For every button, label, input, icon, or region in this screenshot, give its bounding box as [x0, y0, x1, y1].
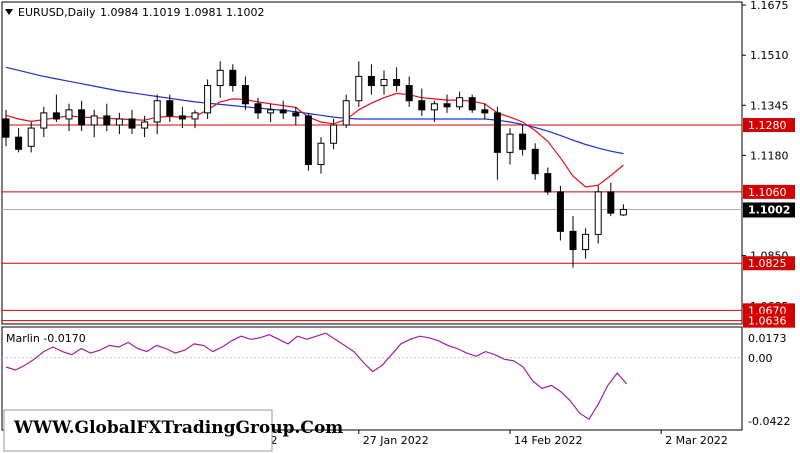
level-label-box [743, 313, 795, 328]
candle-bull [594, 191, 602, 235]
level-label-box [743, 256, 795, 271]
ohlc-label: 1.0984 1.1019 1.0981 1.1002 [100, 6, 264, 19]
candle-bear [254, 103, 262, 114]
candle-bear [531, 148, 539, 175]
candle-bull [40, 112, 48, 129]
candle-bull [115, 118, 123, 126]
candle-bear [544, 173, 552, 193]
candle-bull [90, 115, 98, 126]
current-price-label: 1.1002 [743, 202, 795, 218]
candle-bear [481, 109, 489, 114]
candle-bear [468, 97, 476, 111]
fast-moving-average [5, 92, 624, 188]
indicator-axis: 0.0173 0.00 -0.0422 [748, 332, 790, 428]
candle-bull [619, 208, 627, 216]
candle-bear [304, 115, 312, 166]
candle-bull [267, 109, 275, 114]
candle-bear [519, 133, 527, 150]
candle-bull [65, 109, 73, 120]
candle-bear [128, 118, 136, 129]
indicator-pane[interactable]: Marlin -0.0170 [1, 326, 743, 431]
candle-bull [204, 85, 212, 114]
indicator-tick-top: 0.0173 [748, 332, 787, 345]
candle-bull [456, 97, 464, 108]
watermark: WWW.GlobalFXTradingGroup.Com [3, 409, 343, 452]
candle-bull [27, 127, 35, 147]
candle-bear [241, 85, 249, 105]
time-tick-label: 27 Jan 2022 [363, 434, 429, 447]
candle-bear [443, 103, 451, 108]
candle-bull [342, 100, 350, 126]
price-tick-label: 1.1345 [750, 99, 789, 112]
candle-bull [330, 124, 338, 144]
price-tick-label: 1.1675 [750, 0, 789, 12]
candle-bear [405, 85, 413, 102]
time-tick-label: 2 Mar 2022 [665, 434, 728, 447]
candle-bear [52, 112, 60, 120]
candle-bull [191, 112, 199, 120]
level-label-box [743, 184, 795, 199]
candle-bear [78, 109, 86, 126]
candle-bull [141, 121, 149, 129]
watermark-bg [3, 409, 273, 452]
price-pane[interactable]: EURUSD,Daily 1.0984 1.1019 1.0981 1.1002 [1, 1, 743, 325]
level-label-text: 1.1280 [748, 119, 787, 132]
candle-bear [367, 75, 375, 87]
candle-bull [430, 103, 438, 111]
candle-bull [355, 75, 363, 102]
time-tick-label: 14 Feb 2022 [514, 434, 582, 447]
candle-bear [15, 136, 23, 150]
indicator-label: Marlin -0.0170 [6, 332, 86, 345]
level-label-text: 1.1060 [748, 186, 787, 199]
candle-bull [380, 78, 388, 87]
candle-bear [556, 191, 564, 232]
candle-bear [393, 78, 401, 87]
candle-bear [493, 112, 501, 153]
level-label-box [743, 118, 795, 133]
candle-bear [607, 191, 615, 214]
indicator-tick-bottom: -0.0422 [748, 415, 790, 428]
price-tick-label: 1.1510 [750, 49, 789, 62]
price-pane-border [1, 1, 743, 325]
level-label-text: 1.0825 [748, 257, 787, 270]
collapse-triangle-icon[interactable] [5, 9, 13, 15]
current-price-text: 1.1002 [748, 203, 790, 216]
candle-bull [216, 69, 224, 87]
current-price-box [743, 202, 795, 218]
candle-bear [103, 115, 111, 126]
level-label-text: 1.0636 [748, 315, 787, 328]
horizontal-levels [2, 124, 742, 322]
candle-bear [178, 115, 186, 120]
candle-bear [292, 112, 300, 117]
candle-bull [317, 142, 325, 166]
indicator-tick-zero: 0.00 [748, 352, 773, 365]
candles [2, 61, 627, 268]
candle-bear [418, 100, 426, 111]
watermark-text: WWW.GlobalFXTradingGroup.Com [13, 418, 343, 438]
candle-bull [506, 133, 514, 153]
price-tick-label: 1.1180 [750, 149, 789, 162]
slow-moving-average [5, 66, 624, 155]
candle-bear [569, 230, 577, 251]
indicator-pane-border [1, 326, 743, 431]
candle-bull [153, 100, 161, 123]
candle-bear [166, 100, 174, 117]
candle-bear [229, 69, 237, 87]
candle-bear [279, 109, 287, 114]
candle-bull [582, 233, 590, 251]
symbol-label: EURUSD,Daily [18, 6, 96, 19]
marlin-oscillator-line [5, 332, 628, 421]
candle-bear [2, 118, 10, 138]
